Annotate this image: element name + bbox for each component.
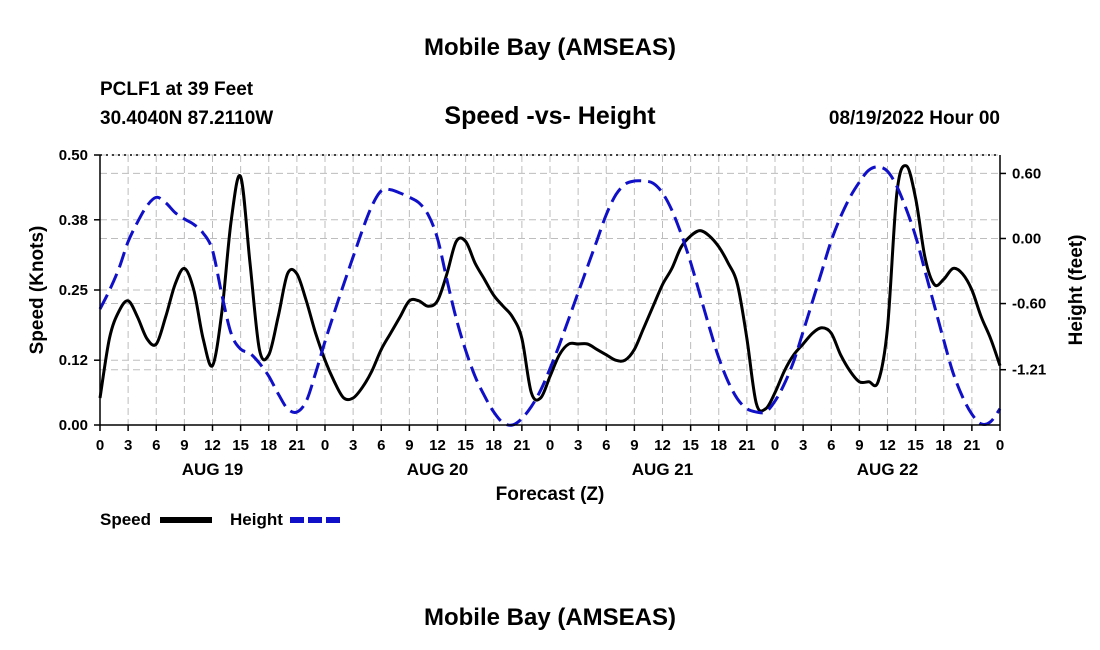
y2-axis-label: Height (feet) — [1066, 235, 1087, 346]
y-tick-label: 0.00 — [59, 417, 88, 434]
x-tick-label: 6 — [602, 437, 610, 454]
chart-title: Mobile Bay (AMSEAS) — [424, 34, 676, 61]
x-tick-label: 0 — [321, 437, 329, 454]
x-tick-label: 3 — [124, 437, 132, 454]
tick-labels: 0 3 6 9 12 15 18 21 0 3 6 9 12 15 18 21 0 3 6 9 12 15 18 21 0 3 6 9… — [59, 147, 1046, 479]
x-tick-label: 15 — [682, 437, 699, 454]
x-tick-label: 6 — [152, 437, 160, 454]
grid-lines — [100, 154, 1000, 426]
x-tick-label: 21 — [739, 437, 756, 454]
day-label: AUG 20 — [407, 460, 468, 479]
x-tick-label: 6 — [377, 437, 385, 454]
x-tick-label: 12 — [204, 437, 221, 454]
x-tick-label: 6 — [827, 437, 835, 454]
x-axis-label: Forecast (Z) — [496, 484, 605, 505]
y2-tick-label: 0.00 — [1012, 230, 1041, 247]
x-tick-label: 21 — [289, 437, 306, 454]
legend-speed-label: Speed — [100, 510, 151, 529]
y-tick-label: 0.50 — [59, 147, 88, 164]
x-tick-label: 3 — [799, 437, 807, 454]
series-lines — [98, 164, 1002, 427]
x-tick-label: 0 — [771, 437, 779, 454]
x-tick-label: 9 — [180, 437, 188, 454]
x-tick-label: 21 — [964, 437, 981, 454]
footer-title: Mobile Bay (AMSEAS) — [424, 604, 676, 631]
x-tick-label: 18 — [710, 437, 727, 454]
y-tick-label: 0.25 — [59, 282, 88, 299]
day-label: AUG 22 — [857, 460, 918, 479]
x-tick-label: 9 — [855, 437, 863, 454]
axes — [94, 154, 1006, 431]
x-tick-label: 9 — [630, 437, 638, 454]
x-tick-label: 18 — [260, 437, 277, 454]
coords-label: 30.4040N 87.2110W — [100, 108, 273, 129]
x-tick-label: 15 — [457, 437, 474, 454]
x-tick-label: 12 — [429, 437, 446, 454]
day-label: AUG 19 — [182, 460, 243, 479]
y-tick-label: 0.12 — [59, 352, 88, 369]
legend-height-label: Height — [230, 510, 283, 529]
forecast-datetime: 08/19/2022 Hour 00 — [829, 108, 1000, 129]
x-tick-label: 12 — [879, 437, 896, 454]
y-axis-label: Speed (Knots) — [27, 226, 48, 355]
x-tick-label: 0 — [546, 437, 554, 454]
station-label: PCLF1 at 39 Feet — [100, 79, 254, 100]
day-label: AUG 21 — [632, 460, 693, 479]
y2-tick-label: -1.21 — [1012, 362, 1046, 379]
x-tick-label: 21 — [514, 437, 531, 454]
series-line-height — [98, 165, 1002, 427]
legend: Speed Height — [100, 510, 342, 529]
x-tick-label: 18 — [485, 437, 502, 454]
x-tick-label: 15 — [232, 437, 249, 454]
x-tick-label: 3 — [574, 437, 582, 454]
x-tick-label: 0 — [996, 437, 1004, 454]
x-tick-label: 15 — [907, 437, 924, 454]
x-tick-label: 3 — [349, 437, 357, 454]
x-tick-label: 9 — [405, 437, 413, 454]
y2-tick-label: -0.60 — [1012, 296, 1046, 313]
series-line-speed — [98, 164, 1002, 413]
y2-tick-label: 0.60 — [1012, 165, 1041, 182]
y-tick-label: 0.38 — [59, 212, 88, 229]
x-tick-label: 0 — [96, 437, 104, 454]
chart-subtitle: Speed -vs- Height — [444, 102, 656, 130]
x-tick-label: 18 — [935, 437, 952, 454]
x-tick-label: 12 — [654, 437, 671, 454]
